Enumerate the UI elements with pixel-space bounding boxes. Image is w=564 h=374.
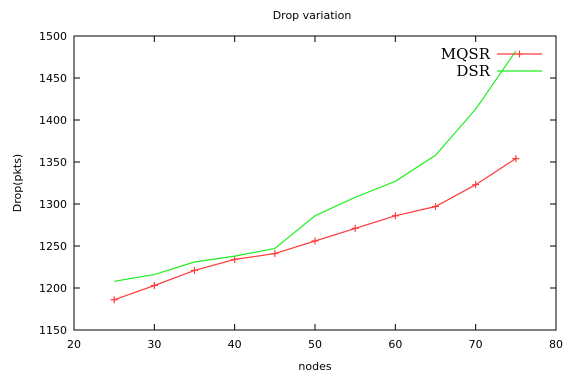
legend-marker-mqsr xyxy=(516,50,523,58)
x-tick-label: 70 xyxy=(469,338,483,351)
data-point-mqsr xyxy=(150,281,158,289)
data-point-mqsr xyxy=(472,181,480,189)
series-layer xyxy=(110,50,520,304)
y-tick-label: 1500 xyxy=(39,30,67,43)
y-axis-title: Drop(pkts) xyxy=(11,154,24,212)
y-tick-label: 1150 xyxy=(39,324,67,337)
series-line-dsr xyxy=(114,50,517,282)
data-point-mqsr xyxy=(271,250,279,258)
x-tick-label: 60 xyxy=(388,338,402,351)
axes: 1150 1200 1250 1300 1350 1400 1450 1500 20 30 40 50… xyxy=(39,30,563,351)
data-point-mqsr xyxy=(351,224,359,232)
y-tick-label: 1450 xyxy=(39,72,67,85)
data-point-mqsr xyxy=(311,237,319,245)
x-axis-title: nodes xyxy=(298,360,331,373)
y-tick-label: 1300 xyxy=(39,198,67,211)
data-point-mqsr xyxy=(512,155,520,163)
chart-title: Drop variation xyxy=(273,9,352,22)
data-point-mqsr xyxy=(231,255,239,263)
y-tick-label: 1200 xyxy=(39,282,67,295)
legend-label-dsr: DSR xyxy=(456,62,490,80)
data-point-mqsr xyxy=(110,296,118,304)
series-mqsr xyxy=(110,155,520,304)
series-dsr xyxy=(114,50,517,282)
legend-label-mqsr: MQSR xyxy=(441,45,491,63)
x-tick-label: 40 xyxy=(228,338,242,351)
series-line-mqsr xyxy=(113,158,517,301)
y-tick-label: 1250 xyxy=(39,240,67,253)
data-point-mqsr xyxy=(191,266,198,274)
data-point-mqsr xyxy=(391,212,399,220)
data-point-mqsr xyxy=(432,203,439,211)
y-tick-label: 1350 xyxy=(39,156,67,169)
x-tick-label: 80 xyxy=(549,338,563,351)
x-tick-label: 30 xyxy=(147,338,161,351)
x-tick-label: 50 xyxy=(308,338,322,351)
plot-frame xyxy=(73,35,557,331)
y-tick-label: 1400 xyxy=(39,114,67,127)
x-tick-label: 20 xyxy=(67,338,81,351)
